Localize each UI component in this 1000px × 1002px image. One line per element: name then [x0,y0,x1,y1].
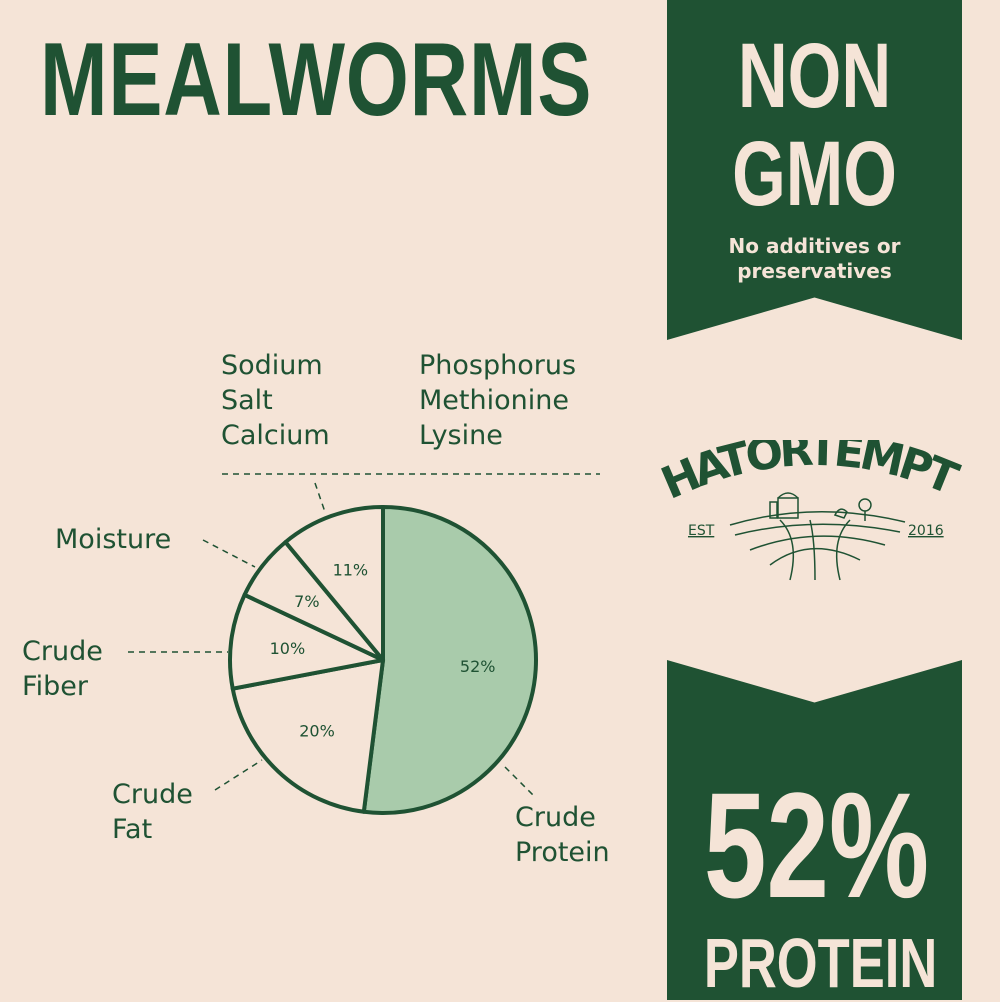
label-sodium: Sodium [221,350,323,381]
label-fiber-1: Crude [22,636,103,667]
logo-name: HATORTEMPT [660,440,965,510]
leader-protein [504,766,534,796]
label-other-1: Sodium Salt Calcium [221,348,330,453]
pie-slice-moisture [242,540,385,662]
page-title: MEALWORMS [40,22,593,138]
label-phosphorus: Phosphorus [419,350,577,381]
sub-line-2: preservatives [737,259,892,283]
label-other-2: Phosphorus Methionine Lysine [419,348,576,453]
pie-value-label: 20% [299,721,335,740]
gmo-text: GMO [732,123,897,225]
label-fiber-2: Fiber [22,671,88,702]
pie-value-label: 10% [270,639,306,658]
no-additives-text: No additives or preservatives [667,234,962,284]
pie-value-label: 7% [294,592,319,611]
non-gmo-banner: NON GMO No additives or preservatives [667,0,962,340]
leader-moisture [202,539,256,568]
protein-label: PROTEIN [703,924,938,1002]
logo-year: 2016 [908,523,944,539]
label-protein-1: Crude [515,802,596,833]
label-calcium: Calcium [221,420,330,451]
label-methionine: Methionine [419,385,569,416]
protein-percent: 52% [703,761,930,929]
leader-lines [128,473,600,796]
label-salt: Salt [221,385,273,416]
label-fiber: Crude Fiber [22,634,103,704]
label-fat-1: Crude [112,779,193,810]
label-fat: Crude Fat [112,777,193,847]
sub-line-1: No additives or [728,234,901,258]
label-protein: Crude Protein [515,800,610,870]
label-fat-2: Fat [112,814,153,845]
brand-logo: HATORTEMPT EST 2016 [660,440,965,581]
pie-value-label: 11% [333,560,369,579]
pie-slice-crude-protein [361,505,538,815]
label-lysine: Lysine [419,420,503,451]
leader-fat [214,759,263,791]
logo-est: EST [688,523,715,539]
leader-other [314,482,326,513]
non-text: NON [737,25,892,127]
farm-illustration-icon [729,492,906,581]
pie-slice-crude-fat [230,658,385,814]
pie-value-label: 52% [460,657,496,676]
pie-slice-other [283,505,385,662]
label-moisture: Moisture [55,524,172,555]
pie-slice-crude-fiber [228,592,385,691]
protein-banner: 52% PROTEIN [667,660,962,1000]
label-protein-2: Protein [515,837,610,868]
